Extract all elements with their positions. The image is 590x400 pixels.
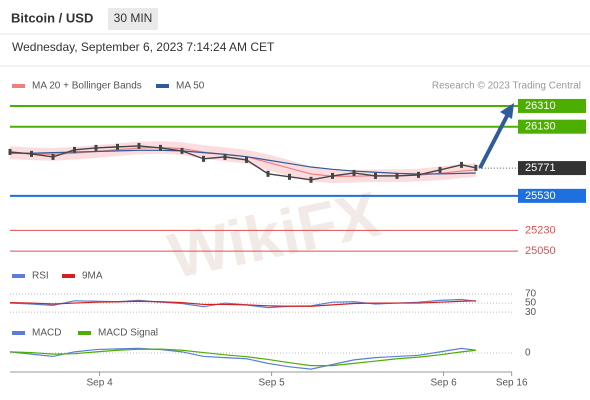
candle (202, 155, 205, 162)
title: Bitcoin / USD (11, 10, 93, 25)
candle (245, 156, 248, 163)
candle (51, 153, 55, 160)
current-label: 25771 (525, 162, 556, 174)
current-tag (518, 161, 586, 176)
candle (8, 148, 12, 155)
candle (309, 176, 313, 183)
arrow-head (500, 103, 514, 119)
candle (266, 170, 270, 177)
candle (460, 161, 463, 168)
legend-swatch (156, 84, 169, 88)
level-tag (518, 98, 586, 113)
plot: 26310 26130 25530 25230 25050 MA 20 + Bolling… (8, 81, 586, 389)
series-line (9, 347, 476, 370)
series-line (9, 348, 476, 367)
level-label: 25530 (525, 190, 556, 202)
legend-swatch (62, 274, 75, 278)
x-tick-label: Sep 5 (259, 378, 286, 389)
legend-label: MA 50 (176, 81, 205, 92)
series-line (10, 149, 476, 175)
datetime: Wednesday, September 6, 2023 7:14:24 AM … (12, 40, 275, 54)
candle (159, 144, 162, 151)
candle (94, 144, 98, 151)
interval-badge (108, 8, 158, 30)
legend-swatch (12, 331, 25, 335)
candle (374, 172, 377, 179)
y-tick-label: 70 (525, 289, 537, 300)
y-tick-label: 30 (525, 307, 537, 318)
y-tick-label: 0 (525, 348, 531, 359)
candle (417, 171, 420, 178)
interval: 30 MIN (114, 11, 153, 25)
legend-swatch (12, 84, 25, 88)
level-tag (518, 188, 586, 203)
level-label: 26310 (525, 100, 556, 112)
candle (137, 142, 141, 149)
legend-swatch (78, 331, 91, 335)
credit: Research © 2023 Trading Central (432, 81, 581, 92)
bollinger-band (10, 141, 476, 184)
level-tag (518, 119, 586, 134)
candle (116, 143, 119, 150)
candle (352, 169, 356, 176)
x-tick-label: Sep 16 (496, 378, 528, 389)
candle (438, 166, 442, 173)
candle (395, 172, 399, 179)
x-tick-label: Sep 6 (431, 378, 458, 389)
x-tick-label: Sep 4 (87, 378, 114, 389)
legend-label: MACD Signal (98, 328, 158, 339)
candle (180, 147, 184, 154)
legend-label: RSI (32, 271, 49, 282)
forecast-arrow (478, 113, 510, 169)
legend-swatch (12, 274, 25, 278)
candle (73, 146, 76, 153)
series-line (9, 300, 476, 307)
level-label: 26130 (525, 121, 556, 133)
candle (331, 172, 334, 179)
candle (288, 173, 291, 180)
candle (223, 153, 227, 160)
level-label: 25050 (525, 245, 556, 257)
candle (30, 150, 33, 157)
level-label: 25230 (525, 224, 556, 236)
legend-label: MA 20 + Bollinger Bands (32, 81, 142, 92)
legend-label: MACD (32, 328, 61, 339)
y-tick-label: 50 (525, 298, 537, 309)
legend-label: 9MA (82, 271, 103, 282)
